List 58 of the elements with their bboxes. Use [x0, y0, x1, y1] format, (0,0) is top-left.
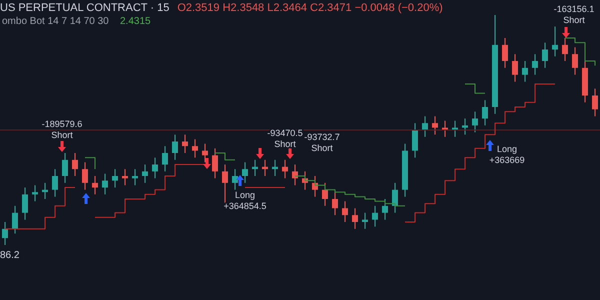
candlestick	[162, 146, 168, 172]
candlestick	[572, 46, 578, 76]
candlestick	[222, 164, 228, 204]
candlestick	[362, 212, 368, 230]
candlestick	[592, 88, 598, 117]
text: 86.2	[0, 250, 20, 261]
candlestick	[502, 38, 508, 68]
candlestick	[202, 143, 208, 163]
candlestick	[282, 159, 288, 179]
candlestick	[182, 134, 188, 154]
candlestick	[422, 116, 428, 138]
candlestick	[432, 116, 438, 136]
candlestick	[512, 54, 518, 82]
annotation: -163156.1 Short	[554, 4, 594, 25]
candlestick	[412, 122, 418, 158]
candlestick	[52, 168, 58, 198]
annotation: Long +363669	[489, 144, 525, 165]
candlestick	[172, 134, 178, 160]
annotation: 2.4315	[120, 16, 152, 27]
candlestick	[392, 182, 398, 214]
chart-title: US PERPETUAL CONTRACT · 15	[0, 2, 170, 14]
candlestick	[352, 208, 358, 230]
candlestick	[2, 222, 8, 245]
candlestick	[112, 168, 118, 188]
candlestick	[292, 164, 298, 186]
candlestick	[152, 157, 158, 179]
candlestick	[122, 168, 128, 186]
candlestick	[522, 60, 528, 82]
candlestick	[372, 205, 378, 228]
candlestick	[342, 200, 348, 222]
candlestick	[532, 54, 538, 76]
candlestick	[472, 111, 478, 133]
candlestick	[552, 26, 558, 57]
annotation: Long +364854.5	[224, 190, 266, 211]
chart-subtitle: O2.3519 H2.3548 L2.3464 C2.3471 −0.0048 (−0.20%)	[177, 2, 443, 14]
annotation: -93732.7 Short	[304, 132, 340, 153]
annotation: -93470.5 Short	[267, 128, 303, 149]
candlestick	[92, 176, 98, 195]
candlestick	[382, 198, 388, 220]
candlestick	[212, 148, 218, 179]
candlestick	[242, 162, 248, 184]
candlestick	[192, 138, 198, 158]
candlestick	[562, 38, 568, 62]
candlestick	[142, 164, 148, 184]
candlestick	[82, 162, 88, 190]
annotation: ombo Bot 14 7 14 70 30	[2, 16, 110, 27]
candlestick	[12, 205, 18, 234]
candlestick	[72, 152, 78, 176]
candlestick	[22, 187, 28, 220]
candlestick	[482, 100, 488, 126]
candlestick	[542, 42, 548, 68]
candlestick	[62, 152, 68, 184]
candlestick	[102, 173, 108, 195]
candlestick	[132, 168, 138, 186]
annotation: -189579.6 Short	[42, 119, 82, 140]
candlestick	[332, 192, 338, 216]
candlestick	[232, 168, 238, 190]
candlestick	[32, 184, 38, 202]
